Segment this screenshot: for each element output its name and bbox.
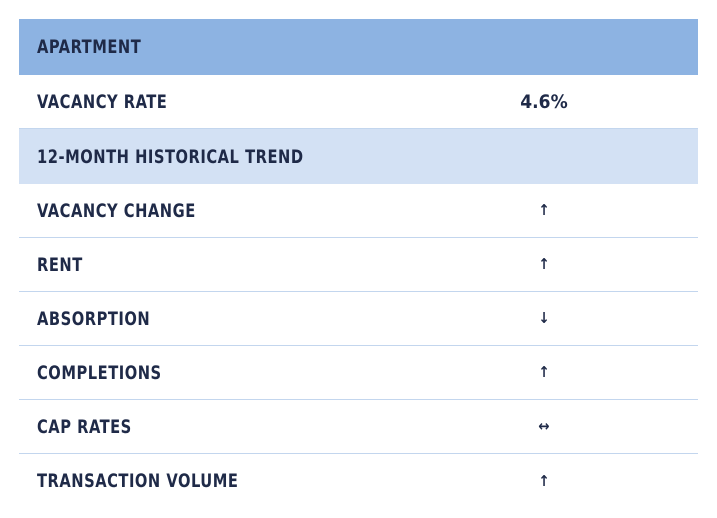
trend-label: CAP RATES <box>37 415 132 438</box>
trend-row-rent: RENT ↑ <box>19 238 698 292</box>
table-header-row: APARTMENT <box>19 19 698 75</box>
trend-label: COMPLETIONS <box>37 361 162 384</box>
table-title: APARTMENT <box>37 36 142 58</box>
trend-row-absorption: ABSORPTION ↓ <box>19 292 698 346</box>
trend-label: ABSORPTION <box>37 307 151 330</box>
arrow-up-icon: ↑ <box>538 255 550 273</box>
vacancy-rate-value: 4.6% <box>520 90 568 113</box>
trend-section-header: 12-MONTH HISTORICAL TREND <box>19 129 698 184</box>
trend-row-transaction-volume: TRANSACTION VOLUME ↑ <box>19 454 698 508</box>
trend-row-cap-rates: CAP RATES ↔ <box>19 400 698 454</box>
arrow-up-icon: ↑ <box>538 201 550 219</box>
arrow-up-icon: ↑ <box>538 471 550 490</box>
trend-label: VACANCY CHANGE <box>37 199 196 222</box>
trend-row-vacancy-change: VACANCY CHANGE ↑ <box>19 184 698 238</box>
trend-label: RENT <box>37 253 83 276</box>
trend-row-completions: COMPLETIONS ↑ <box>19 346 698 400</box>
vacancy-rate-row: VACANCY RATE 4.6% <box>19 75 698 129</box>
trend-label: TRANSACTION VOLUME <box>37 470 239 492</box>
trend-section-title: 12-MONTH HISTORICAL TREND <box>37 145 304 168</box>
arrow-down-icon: ↓ <box>538 309 550 327</box>
vacancy-rate-label: VACANCY RATE <box>37 90 168 113</box>
market-table: APARTMENT VACANCY RATE 4.6% 12-MONTH HIS… <box>19 19 698 508</box>
arrow-up-icon: ↑ <box>538 363 550 381</box>
arrow-left-right-icon: ↔ <box>538 417 550 435</box>
